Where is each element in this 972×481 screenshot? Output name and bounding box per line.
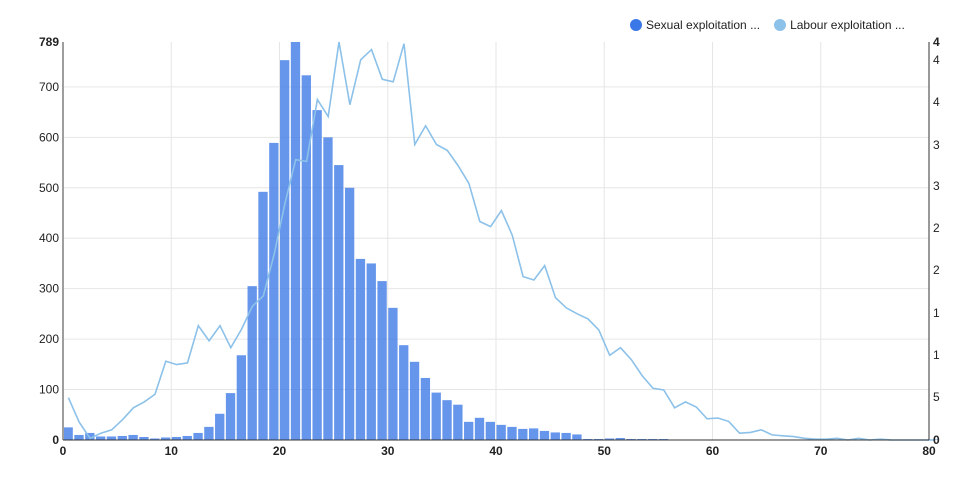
bar bbox=[572, 434, 582, 440]
gridlines bbox=[63, 42, 929, 440]
bar bbox=[95, 436, 106, 440]
svg-text:700: 700 bbox=[39, 80, 59, 94]
bar bbox=[474, 417, 485, 440]
bar bbox=[409, 361, 420, 440]
legend-item-labour-exploitation[interactable]: Labour exploitation ... bbox=[774, 18, 905, 32]
svg-text:789: 789 bbox=[39, 35, 59, 49]
svg-text:70: 70 bbox=[814, 444, 828, 458]
bar bbox=[539, 430, 550, 440]
svg-text:4: 4 bbox=[933, 53, 940, 67]
bar bbox=[247, 286, 257, 440]
legend-label: Labour exploitation ... bbox=[790, 18, 905, 32]
legend: Sexual exploitation ... Labour exploitat… bbox=[630, 18, 905, 32]
bar bbox=[301, 75, 311, 440]
svg-text:4: 4 bbox=[933, 35, 940, 49]
bar bbox=[464, 421, 474, 440]
bar bbox=[323, 137, 333, 440]
bar bbox=[106, 436, 117, 440]
svg-text:1: 1 bbox=[933, 306, 940, 320]
bar bbox=[334, 165, 344, 440]
svg-text:50: 50 bbox=[598, 444, 612, 458]
svg-text:500: 500 bbox=[39, 181, 59, 195]
bar bbox=[507, 426, 517, 440]
bar bbox=[637, 438, 647, 440]
bar bbox=[377, 281, 387, 440]
bar bbox=[139, 436, 149, 440]
svg-text:300: 300 bbox=[39, 282, 59, 296]
bar bbox=[280, 60, 290, 440]
bar bbox=[204, 426, 214, 440]
legend-label: Sexual exploitation ... bbox=[646, 18, 761, 32]
svg-text:600: 600 bbox=[39, 130, 59, 144]
bar bbox=[583, 438, 593, 440]
legend-item-sexual-exploitation[interactable]: Sexual exploitation ... bbox=[630, 18, 760, 32]
bar bbox=[604, 438, 615, 440]
bar bbox=[658, 438, 669, 440]
bar bbox=[453, 404, 463, 440]
bar bbox=[150, 438, 160, 440]
bar bbox=[290, 42, 301, 440]
svg-text:3: 3 bbox=[933, 179, 940, 193]
bar bbox=[74, 434, 84, 440]
svg-text:30: 30 bbox=[381, 444, 395, 458]
svg-text:200: 200 bbox=[39, 332, 59, 346]
bar bbox=[399, 345, 409, 440]
x-axis-tick-labels: 0 10 20 30 40 50 60 70 80 bbox=[60, 444, 936, 458]
svg-text:3: 3 bbox=[933, 138, 940, 152]
legend-dot-icon bbox=[630, 19, 642, 31]
bar bbox=[312, 110, 322, 440]
svg-text:0: 0 bbox=[52, 433, 59, 447]
svg-text:20: 20 bbox=[273, 444, 287, 458]
bar bbox=[171, 436, 182, 440]
bar bbox=[215, 413, 225, 440]
bar bbox=[225, 393, 236, 440]
bar bbox=[615, 437, 625, 440]
svg-text:100: 100 bbox=[39, 383, 59, 397]
svg-text:0: 0 bbox=[933, 433, 940, 447]
svg-text:2: 2 bbox=[933, 221, 940, 235]
bar bbox=[626, 438, 636, 440]
bar bbox=[518, 428, 528, 440]
bar bbox=[182, 435, 192, 440]
bar bbox=[355, 258, 366, 440]
bar bbox=[236, 355, 247, 440]
svg-text:10: 10 bbox=[165, 444, 179, 458]
line-series-labour-exploitation bbox=[67, 41, 935, 441]
svg-text:5: 5 bbox=[933, 390, 940, 404]
legend-dot-icon bbox=[774, 19, 787, 31]
bar bbox=[344, 187, 355, 440]
bar bbox=[128, 434, 138, 440]
svg-text:80: 80 bbox=[922, 444, 936, 458]
bar bbox=[63, 427, 73, 440]
svg-text:1: 1 bbox=[933, 348, 940, 362]
bar bbox=[258, 191, 268, 440]
bar bbox=[420, 377, 431, 440]
bar bbox=[269, 142, 279, 440]
bar bbox=[593, 438, 604, 440]
bar bbox=[431, 392, 441, 440]
bar bbox=[193, 432, 203, 440]
bar bbox=[442, 400, 452, 440]
bar bbox=[388, 307, 398, 440]
y2-axis-tick-labels: 0 5 1 1 2 2 3 3 4 4 4 bbox=[933, 35, 940, 447]
bar bbox=[528, 428, 539, 440]
bar bbox=[550, 432, 560, 440]
svg-text:2: 2 bbox=[933, 263, 940, 277]
bar-series-sexual-exploitation bbox=[63, 42, 939, 440]
bar bbox=[160, 437, 171, 440]
svg-text:4: 4 bbox=[933, 95, 940, 109]
axes bbox=[62, 42, 930, 441]
bar bbox=[648, 438, 658, 440]
svg-text:40: 40 bbox=[489, 444, 503, 458]
bar bbox=[561, 432, 571, 440]
bar bbox=[496, 424, 506, 440]
svg-text:60: 60 bbox=[706, 444, 720, 458]
svg-text:400: 400 bbox=[39, 231, 59, 245]
bar bbox=[117, 435, 127, 440]
y-axis-tick-labels: 0 100 200 300 400 500 600 700 789 bbox=[39, 35, 59, 447]
svg-text:0: 0 bbox=[60, 444, 67, 458]
bar bbox=[485, 421, 495, 440]
bar bbox=[366, 263, 376, 440]
